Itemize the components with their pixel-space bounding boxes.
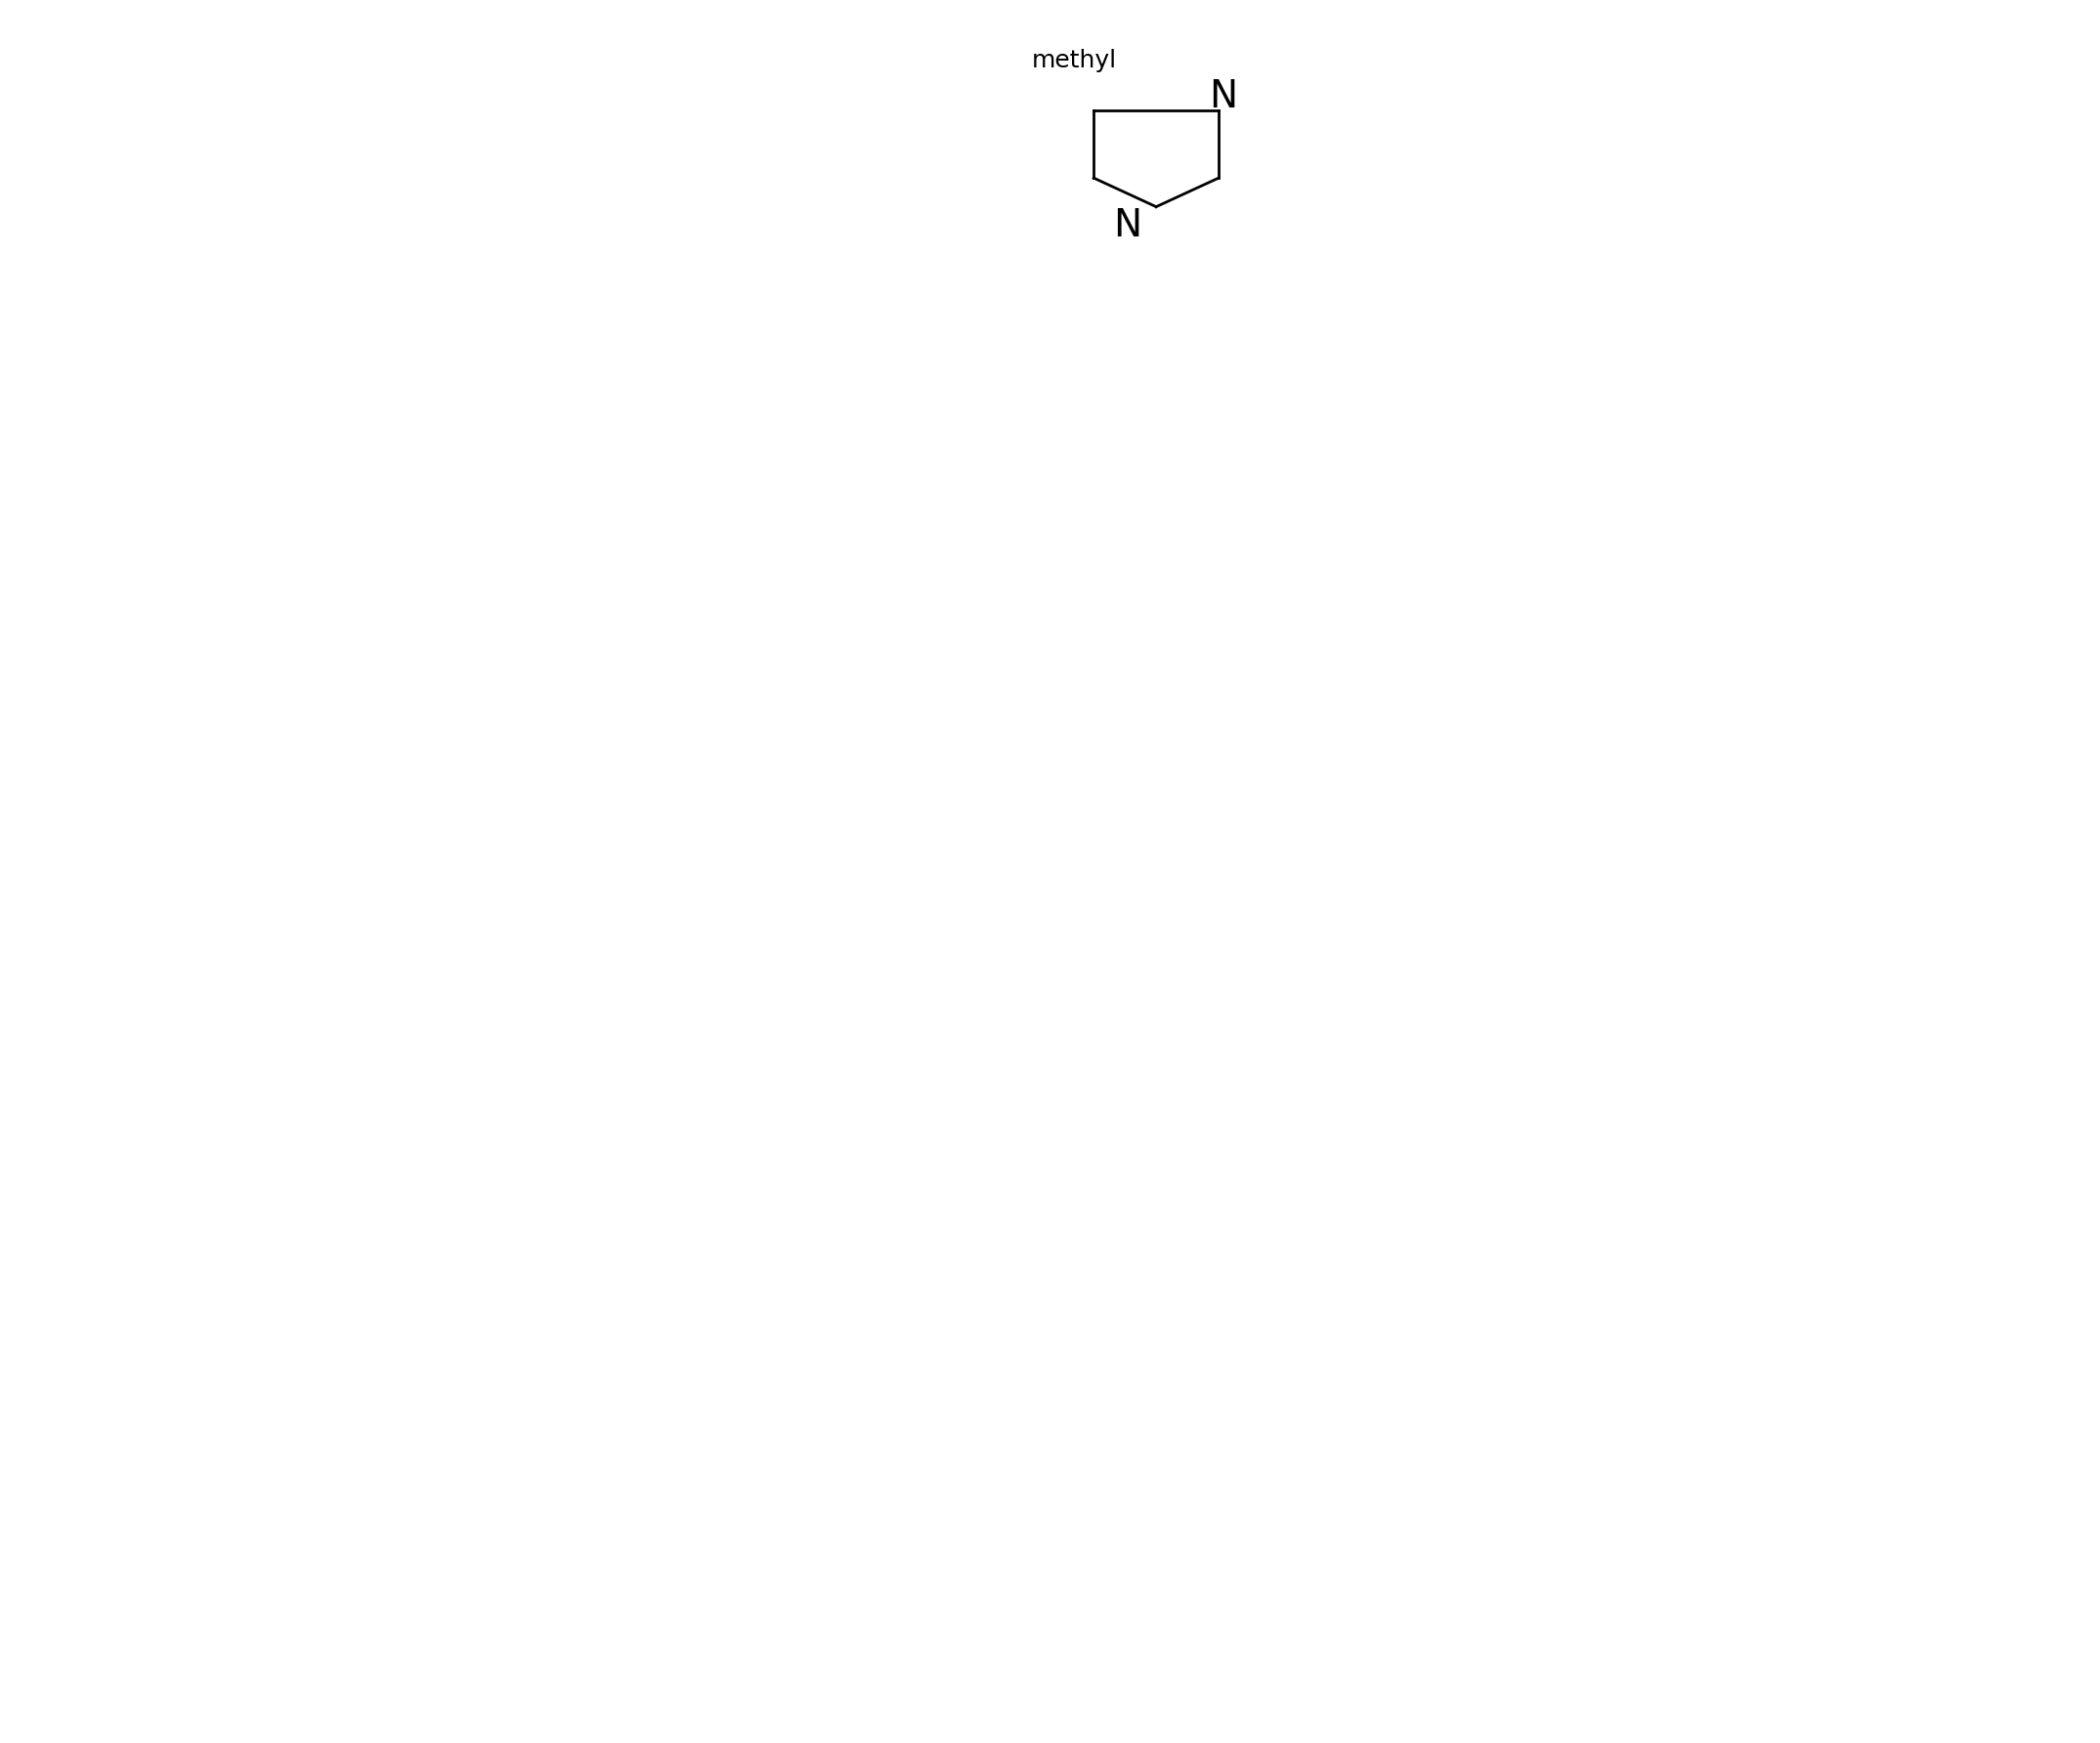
Text: N: N [1210,78,1237,115]
Text: methyl: methyl [1031,49,1117,73]
Text: N: N [1113,207,1142,244]
